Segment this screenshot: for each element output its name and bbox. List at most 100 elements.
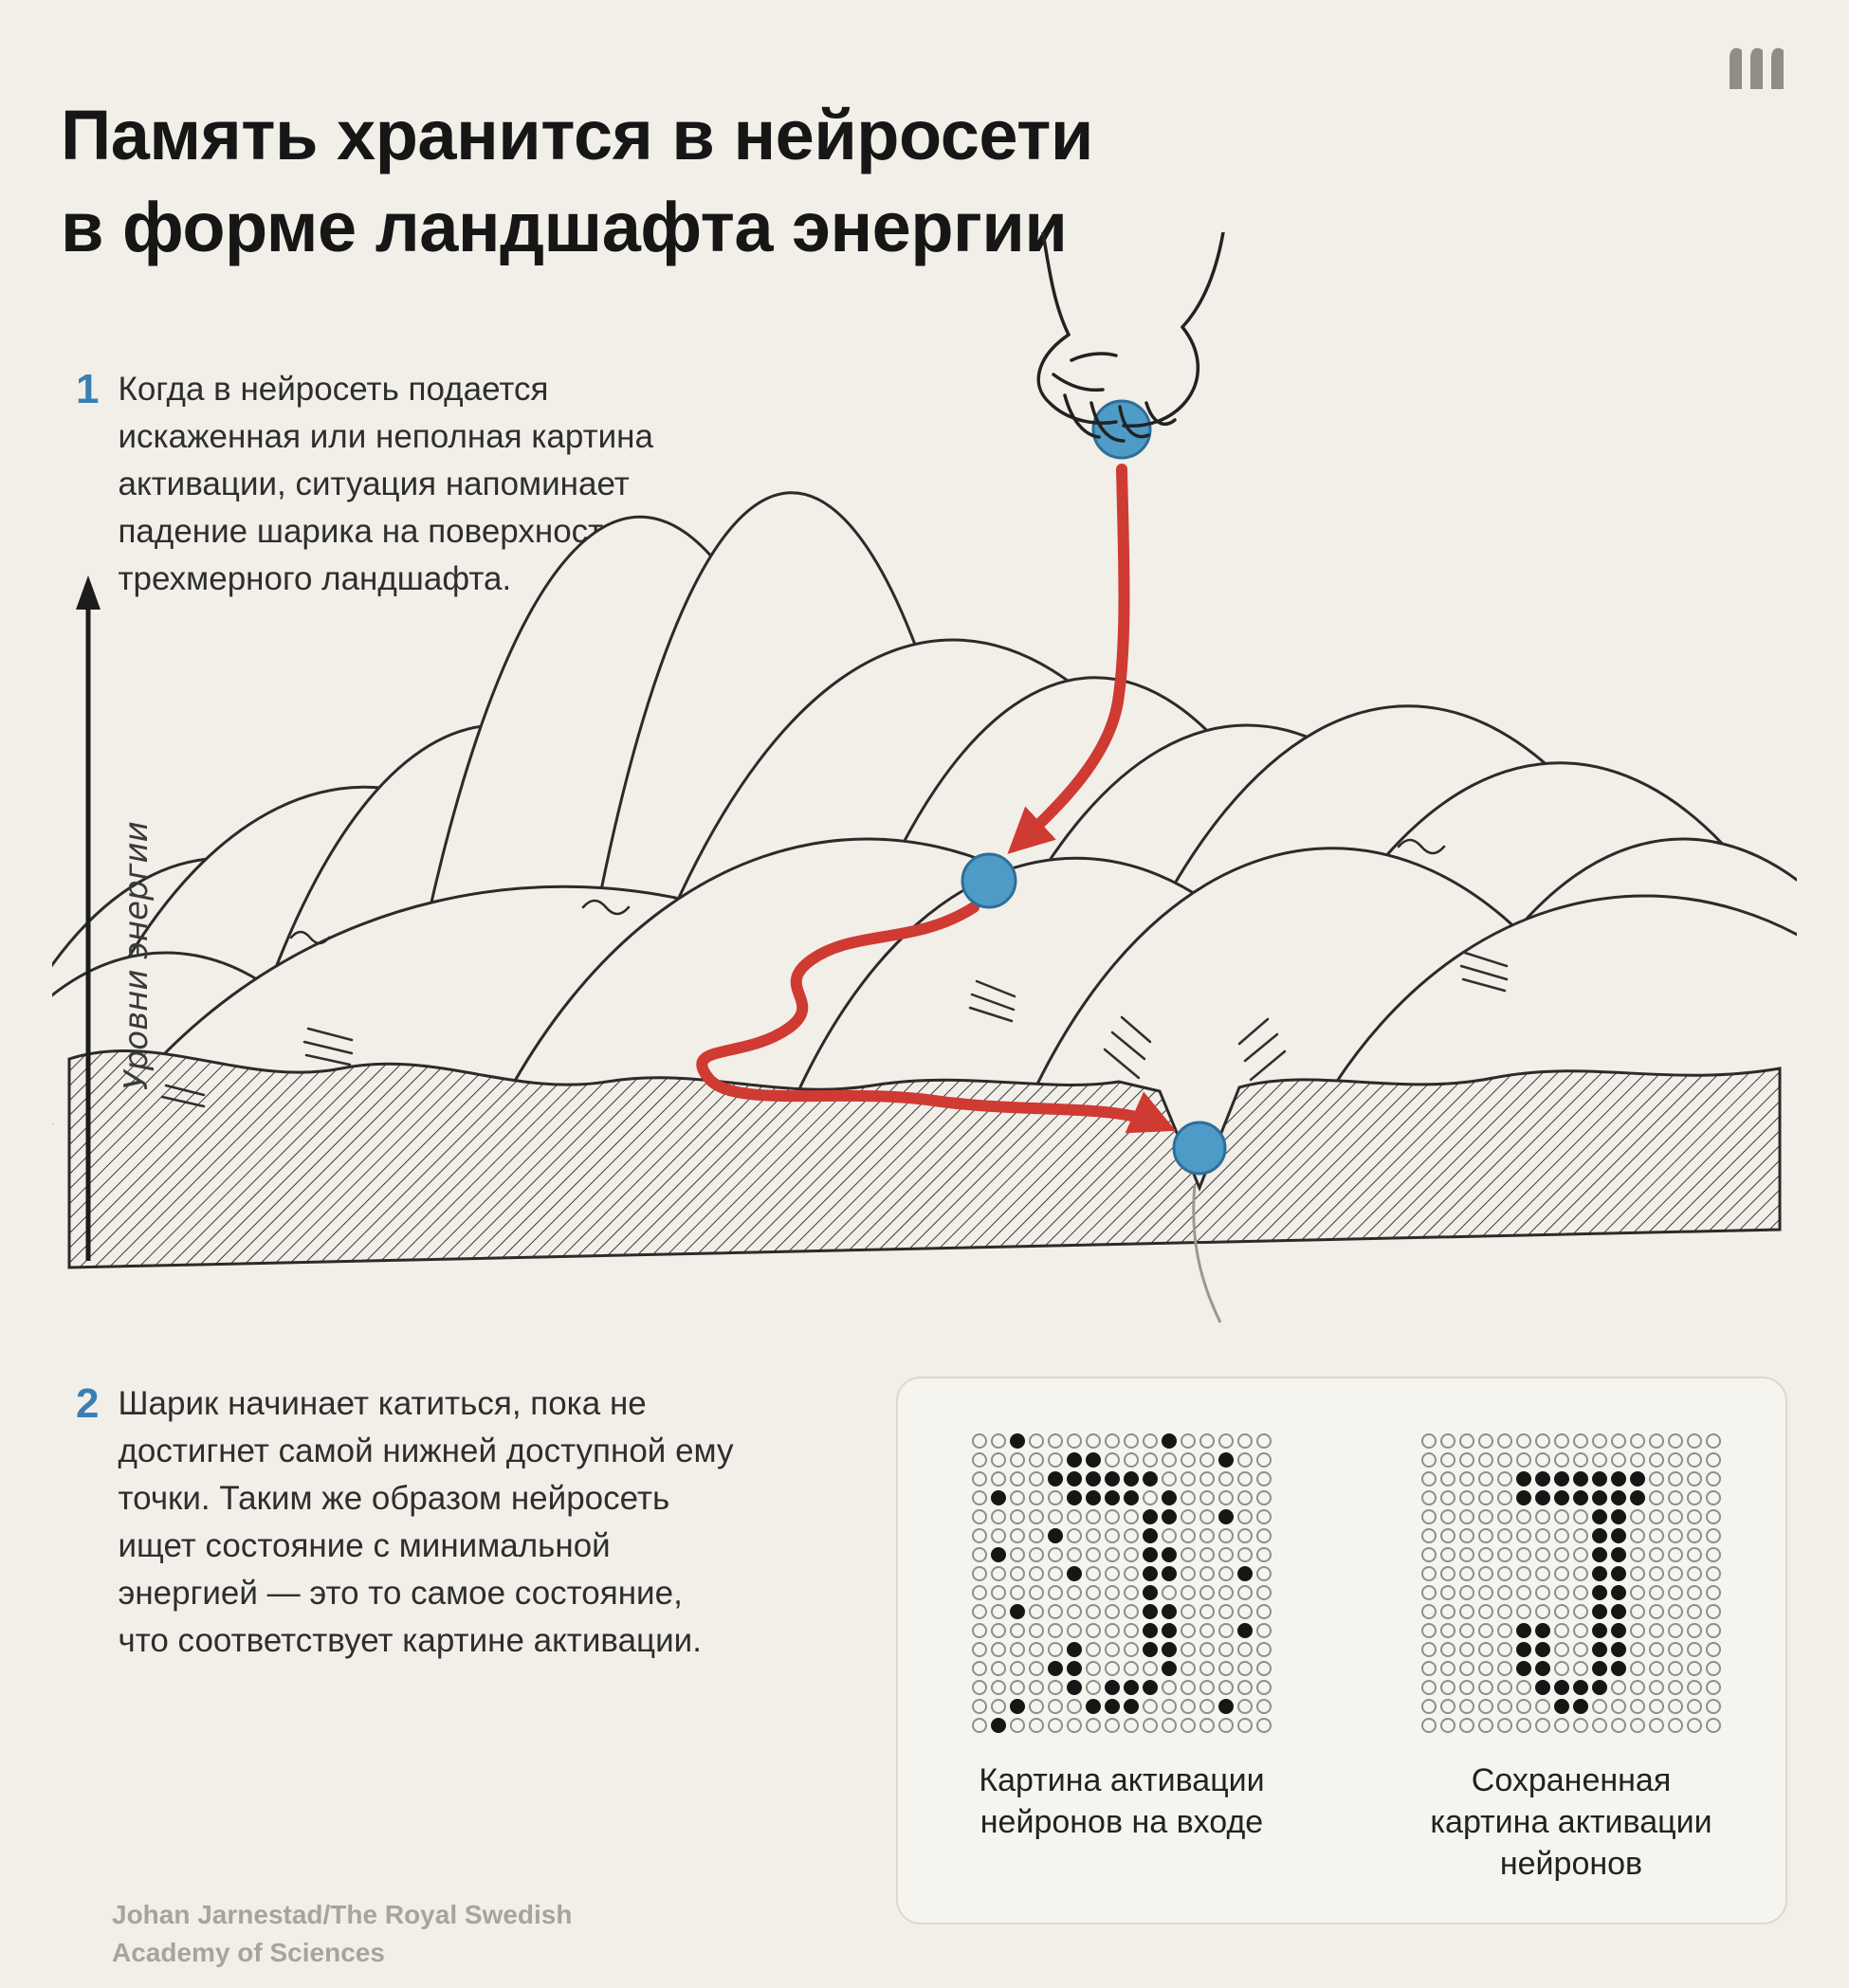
neuron-dot-inactive bbox=[1237, 1585, 1253, 1600]
input-activation-grid bbox=[972, 1433, 1272, 1733]
neuron-dot-inactive bbox=[1706, 1528, 1721, 1543]
neuron-dot-active bbox=[1067, 1566, 1082, 1581]
neuron-dot-inactive bbox=[1611, 1452, 1626, 1468]
neuron-dot-inactive bbox=[1478, 1680, 1493, 1695]
neuron-dot-inactive bbox=[1573, 1452, 1588, 1468]
credit-line: Johan Jarnestad/The Royal Swedish Academ… bbox=[112, 1900, 573, 1967]
neuron-dot-inactive bbox=[1440, 1623, 1455, 1638]
falling-arrow bbox=[1007, 464, 1130, 854]
neuron-dot-inactive bbox=[1048, 1547, 1063, 1562]
neuron-dot-inactive bbox=[1218, 1642, 1234, 1657]
neuron-dot-inactive bbox=[972, 1661, 987, 1676]
neuron-dot-inactive bbox=[1440, 1566, 1455, 1581]
neuron-dot-active bbox=[1237, 1566, 1253, 1581]
neuron-dot-inactive bbox=[1649, 1452, 1664, 1468]
neuron-dot-inactive bbox=[1516, 1547, 1531, 1562]
neuron-dot-inactive bbox=[1478, 1661, 1493, 1676]
neuron-dot-inactive bbox=[1143, 1718, 1158, 1733]
neuron-dot-inactive bbox=[1421, 1623, 1437, 1638]
neuron-dot-inactive bbox=[1611, 1433, 1626, 1449]
neuron-dot-inactive bbox=[1497, 1642, 1512, 1657]
neuron-dot-inactive bbox=[1497, 1718, 1512, 1733]
neuron-dot-inactive bbox=[1668, 1585, 1683, 1600]
neuron-dot-inactive bbox=[1199, 1509, 1215, 1524]
neuron-dot-inactive bbox=[1668, 1490, 1683, 1505]
neuron-dot-inactive bbox=[1535, 1547, 1550, 1562]
neuron-dot-inactive bbox=[1218, 1471, 1234, 1486]
neuron-dot-inactive bbox=[1611, 1680, 1626, 1695]
neuron-dot-inactive bbox=[1459, 1718, 1474, 1733]
neuron-dot-inactive bbox=[1440, 1604, 1455, 1619]
neuron-dot-active bbox=[991, 1718, 1006, 1733]
neuron-dot-inactive bbox=[1687, 1547, 1702, 1562]
neuron-dot-inactive bbox=[1554, 1585, 1569, 1600]
neuron-dot-inactive bbox=[1459, 1452, 1474, 1468]
hand-icon bbox=[1036, 230, 1225, 460]
neuron-dot-inactive bbox=[1199, 1680, 1215, 1695]
neuron-dot-inactive bbox=[1497, 1547, 1512, 1562]
neuron-dot-inactive bbox=[1478, 1471, 1493, 1486]
neuron-dot-inactive bbox=[1010, 1471, 1025, 1486]
neuron-dot-active bbox=[1611, 1471, 1626, 1486]
neuron-dot-inactive bbox=[1497, 1566, 1512, 1581]
neuron-dot-active bbox=[1143, 1604, 1158, 1619]
neuron-dot-inactive bbox=[1218, 1490, 1234, 1505]
neuron-dot-inactive bbox=[1687, 1433, 1702, 1449]
neuron-dot-inactive bbox=[1199, 1433, 1215, 1449]
neuron-dot-inactive bbox=[991, 1528, 1006, 1543]
neuron-dot-inactive bbox=[1440, 1490, 1455, 1505]
neuron-dot-inactive bbox=[1706, 1699, 1721, 1714]
neuron-dot-inactive bbox=[1218, 1547, 1234, 1562]
neuron-dot-inactive bbox=[1181, 1452, 1196, 1468]
neuron-dot-inactive bbox=[1067, 1547, 1082, 1562]
neuron-dot-inactive bbox=[1630, 1509, 1645, 1524]
neuron-dot-inactive bbox=[1124, 1433, 1139, 1449]
neuron-dot-inactive bbox=[1010, 1452, 1025, 1468]
neuron-dot-active bbox=[1237, 1623, 1253, 1638]
neuron-dot-active bbox=[1611, 1490, 1626, 1505]
neuron-dot-inactive bbox=[1497, 1661, 1512, 1676]
neuron-dot-inactive bbox=[1067, 1699, 1082, 1714]
neuron-dot-inactive bbox=[1478, 1566, 1493, 1581]
neuron-dot-inactive bbox=[1029, 1433, 1044, 1449]
neuron-dot-inactive bbox=[1067, 1623, 1082, 1638]
neuron-dot-inactive bbox=[1199, 1661, 1215, 1676]
neuron-dot-inactive bbox=[1516, 1585, 1531, 1600]
neuron-dot-inactive bbox=[1086, 1623, 1101, 1638]
neuron-dot-inactive bbox=[1497, 1623, 1512, 1638]
ball-mid-slope bbox=[961, 852, 1017, 909]
neuron-dot-inactive bbox=[1649, 1585, 1664, 1600]
neuron-dot-inactive bbox=[1497, 1433, 1512, 1449]
neuron-dot-inactive bbox=[1573, 1585, 1588, 1600]
neuron-dot-inactive bbox=[1554, 1452, 1569, 1468]
neuron-dot-inactive bbox=[1478, 1604, 1493, 1619]
neuron-dot-inactive bbox=[1237, 1604, 1253, 1619]
neuron-dot-inactive bbox=[1199, 1623, 1215, 1638]
neuron-dot-inactive bbox=[1706, 1547, 1721, 1562]
neuron-dot-active bbox=[1067, 1642, 1082, 1657]
neuron-dot-inactive bbox=[1440, 1699, 1455, 1714]
neuron-dot-inactive bbox=[1256, 1452, 1272, 1468]
neuron-dot-inactive bbox=[1199, 1604, 1215, 1619]
neuron-dot-inactive bbox=[1143, 1661, 1158, 1676]
neuron-dot-inactive bbox=[1516, 1566, 1531, 1581]
neuron-dot-active bbox=[1218, 1699, 1234, 1714]
neuron-dot-inactive bbox=[1048, 1509, 1063, 1524]
neuron-dot-inactive bbox=[1010, 1680, 1025, 1695]
neuron-dot-inactive bbox=[972, 1585, 987, 1600]
neuron-dot-inactive bbox=[1218, 1661, 1234, 1676]
neuron-dot-active bbox=[1086, 1471, 1101, 1486]
neuron-dot-inactive bbox=[1687, 1509, 1702, 1524]
neuron-dot-active bbox=[1535, 1471, 1550, 1486]
energy-axis: Уровни энергии bbox=[76, 575, 156, 1261]
neuron-dot-inactive bbox=[1497, 1471, 1512, 1486]
neuron-dot-inactive bbox=[1554, 1604, 1569, 1619]
neuron-dot-inactive bbox=[1706, 1490, 1721, 1505]
neuron-dot-inactive bbox=[972, 1452, 987, 1468]
neuron-dot-inactive bbox=[1048, 1699, 1063, 1714]
neuron-dot-inactive bbox=[1497, 1604, 1512, 1619]
neuron-dot-inactive bbox=[1706, 1623, 1721, 1638]
neuron-dot-inactive bbox=[1668, 1718, 1683, 1733]
neuron-dot-inactive bbox=[1706, 1661, 1721, 1676]
step-1: 1 Когда в нейросеть подается искаженная … bbox=[76, 366, 702, 603]
